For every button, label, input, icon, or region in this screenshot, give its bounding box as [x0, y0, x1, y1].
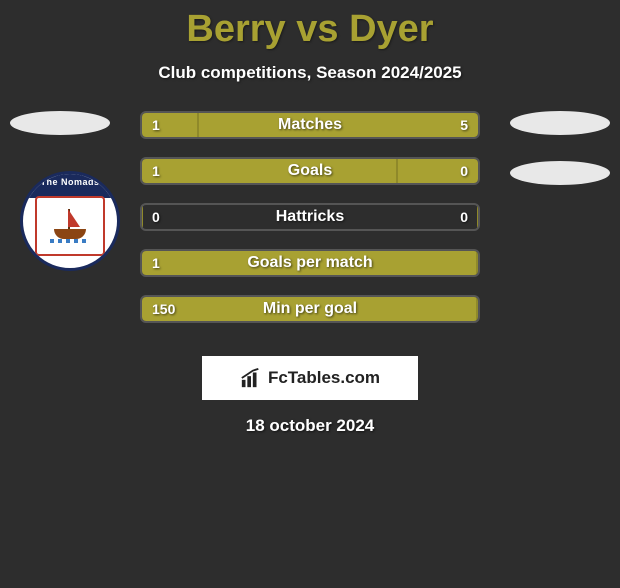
- bar-fill-right: [477, 251, 478, 275]
- stat-row: Goals10: [140, 157, 480, 185]
- date-text: 18 october 2024: [0, 416, 620, 436]
- bar-chart-icon: [240, 367, 262, 389]
- bar-fill-left: [142, 251, 477, 275]
- ellipse-icon: [510, 111, 610, 135]
- stat-row: Matches15: [140, 111, 480, 139]
- bar-fill-right: [477, 205, 478, 229]
- bar-fill-left: [142, 159, 397, 183]
- bar-fill-right: [198, 113, 478, 137]
- bar-fill-right: [397, 159, 478, 183]
- bar-fill-left: [142, 113, 198, 137]
- branding-badge: FcTables.com: [202, 356, 418, 400]
- crest-text: The Nomads: [23, 174, 117, 198]
- ellipse-icon: [510, 161, 610, 185]
- club-crest-left: The Nomads: [20, 171, 120, 271]
- subtitle: Club competitions, Season 2024/2025: [0, 63, 620, 83]
- bar-fill-left: [142, 297, 477, 321]
- bar-fill-right: [477, 297, 478, 321]
- branding-text: FcTables.com: [268, 368, 380, 388]
- stat-row: Goals per match1: [140, 249, 480, 277]
- stat-row: Min per goal150: [140, 295, 480, 323]
- ellipse-icon: [10, 111, 110, 135]
- page-title: Berry vs Dyer: [0, 8, 620, 51]
- player-right-badge: [510, 111, 610, 211]
- boat-icon: [50, 209, 90, 243]
- stat-bars: Matches15 Goals10 Hattricks00 Goals per mat…: [140, 111, 480, 341]
- stat-row: Hattricks00: [140, 203, 480, 231]
